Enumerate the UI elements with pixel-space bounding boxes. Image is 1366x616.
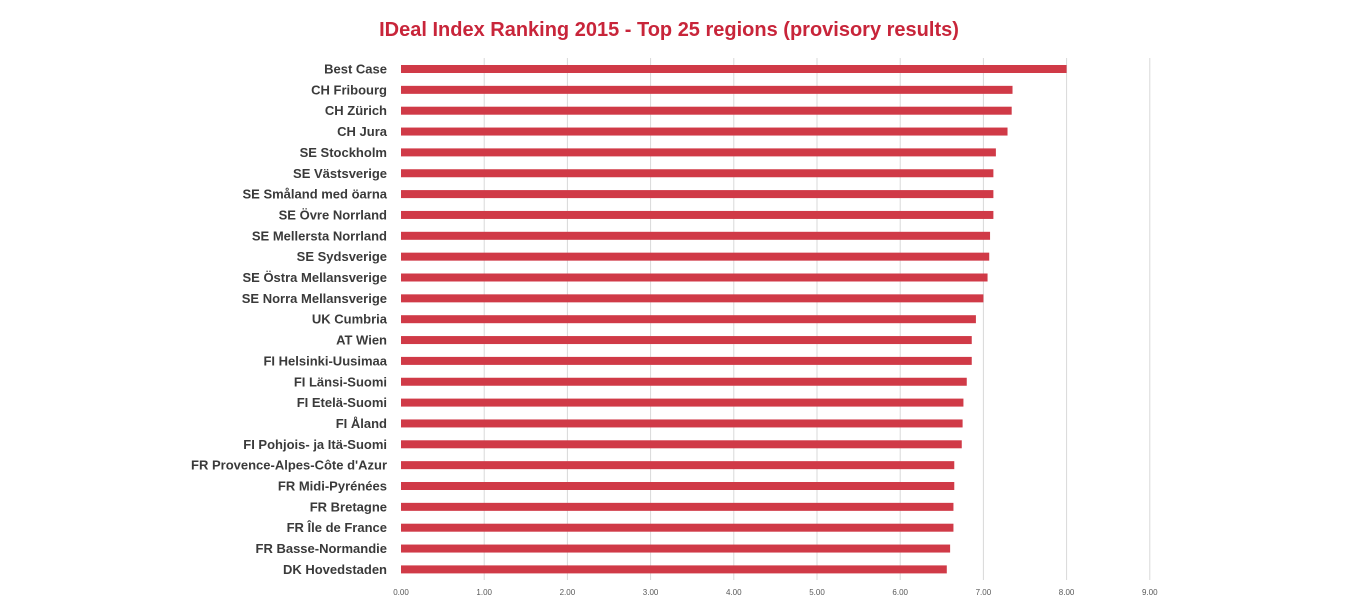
x-tick-label: 1.00: [476, 588, 492, 597]
x-axis-tick-labels: 0.00 1.00 2.00 3.00 4.00 5.00 6.00 7.00 8.00 9.00: [393, 588, 1158, 597]
chart-title: IDeal Index Ranking 2015 - Top 25 region…: [379, 19, 959, 41]
bar: [401, 377, 967, 386]
bar: [401, 252, 990, 261]
category-label: SE Småland med öarna: [243, 187, 388, 202]
bar: [401, 294, 984, 303]
category-label: CH Zürich: [325, 103, 387, 118]
category-label: SE Mellersta Norrland: [252, 228, 387, 243]
category-label: FI Åland: [336, 416, 387, 431]
x-tick-label: 0.00: [393, 588, 409, 597]
bar: [401, 231, 991, 240]
category-label: FI Etelä-Suomi: [297, 395, 387, 410]
category-label: SE Östra Mellansverige: [242, 270, 387, 285]
bar: [401, 356, 972, 365]
bar: [401, 85, 1013, 94]
bar: [401, 65, 1067, 73]
bar: [401, 210, 994, 219]
category-label: FR Basse-Normandie: [256, 541, 387, 556]
category-label: FI Helsinki-Uusimaa: [263, 353, 387, 368]
x-tick-label: 8.00: [1059, 588, 1075, 597]
category-label: SE Övre Norrland: [279, 207, 387, 222]
bar: [401, 398, 964, 407]
bar: [401, 336, 972, 345]
category-label: SE Västsverige: [293, 166, 387, 181]
category-label: SE Stockholm: [300, 145, 387, 160]
bar: [401, 148, 996, 157]
bar: [401, 169, 994, 178]
category-label: FR Provence-Alpes-Côte d'Azur: [191, 458, 387, 473]
bar: [401, 502, 954, 511]
x-tick-label: 5.00: [809, 588, 825, 597]
category-label: FR Midi-Pyrénées: [278, 479, 387, 494]
bar: [401, 523, 954, 532]
bar: [401, 106, 1012, 115]
bar: [401, 461, 955, 470]
category-labels: Best Case CH Fribourg CH Zürich CH Jura SE S…: [191, 62, 388, 577]
bar: [401, 482, 955, 490]
x-tick-label: 3.00: [643, 588, 659, 597]
category-label: AT Wien: [336, 333, 387, 348]
category-label: DK Hovedstaden: [283, 562, 387, 577]
bar: [401, 190, 994, 199]
bar: [401, 419, 963, 428]
bar: [401, 127, 1008, 136]
category-label: FR Île de France: [287, 520, 387, 535]
category-label: Best Case: [324, 62, 387, 77]
x-tick-label: 4.00: [726, 588, 742, 597]
category-label: CH Jura: [337, 124, 388, 139]
category-label: FI Pohjois- ja Itä-Suomi: [243, 437, 387, 452]
bars: [401, 65, 1067, 574]
bar: [401, 565, 947, 574]
category-label: UK Cumbria: [312, 312, 388, 327]
x-tick-label: 6.00: [892, 588, 908, 597]
bar: [401, 440, 962, 449]
bar: [401, 315, 976, 324]
x-tick-label: 9.00: [1142, 588, 1158, 597]
category-label: FR Bretagne: [310, 499, 387, 514]
category-label: SE Sydsverige: [297, 249, 387, 264]
category-label: FI Länsi-Suomi: [294, 374, 387, 389]
category-label: SE Norra Mellansverige: [242, 291, 387, 306]
bar: [401, 544, 951, 553]
x-tick-label: 2.00: [560, 588, 576, 597]
category-label: CH Fribourg: [311, 82, 387, 97]
bar: [401, 273, 988, 282]
x-tick-label: 7.00: [976, 588, 992, 597]
